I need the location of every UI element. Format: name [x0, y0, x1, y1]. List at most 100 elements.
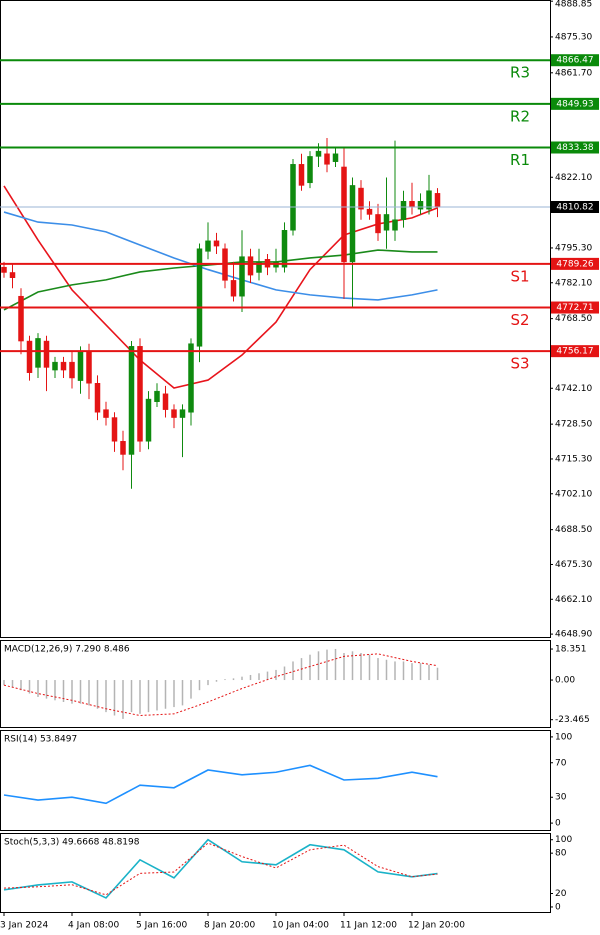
level-price-label: 4849.93: [556, 99, 593, 109]
y-tick-label: 4715.30: [555, 454, 592, 464]
indicator-line: [3, 842, 438, 896]
candle-body: [179, 409, 186, 418]
candle-body: [171, 409, 177, 418]
y-tick-label: -23.465: [555, 715, 590, 725]
candle-body: [162, 393, 169, 410]
candle-body: [383, 214, 390, 231]
y-tick-label: 100: [555, 732, 572, 742]
candle-body: [60, 361, 67, 371]
candle-body: [332, 153, 339, 162]
level-price-label: 4772.71: [556, 303, 593, 313]
y-tick-label: 4822.10: [555, 173, 592, 183]
candle-body: [18, 295, 24, 342]
indicator-line: [3, 838, 438, 899]
y-tick-label: 4648.90: [555, 630, 592, 640]
candle-body: [205, 240, 211, 252]
y-tick-label: 4662.10: [555, 595, 592, 605]
rsi-panel: [0, 730, 551, 831]
candle-body: [366, 208, 373, 215]
x-tick-label: 10 Jan 04:00: [272, 921, 329, 931]
level-box: [551, 301, 599, 314]
candle-body: [341, 166, 347, 263]
candle-body: [324, 153, 330, 165]
y-tick-label: 4861.70: [555, 68, 592, 78]
candle-body: [434, 193, 441, 208]
candle-body: [103, 409, 109, 418]
y-tick-label: 20: [555, 889, 567, 899]
macd-panel: [0, 640, 551, 728]
y-tick-label: 4688.50: [555, 525, 592, 535]
candle-body: [86, 351, 92, 384]
y-tick-label: 0: [555, 819, 561, 829]
level-name: R1: [510, 151, 530, 169]
level-price-label: 4833.38: [556, 143, 593, 153]
y-tick-label: 4782.10: [555, 278, 592, 288]
x-tick-label: 4 Jan 08:00: [68, 921, 120, 931]
panel-title: MACD(12,26,9) 7.290 8.486: [4, 645, 130, 655]
level-name: S1: [510, 267, 529, 285]
candle-body: [400, 201, 407, 220]
candle-body: [290, 164, 296, 231]
level-price-label: 4789.26: [556, 259, 593, 269]
level-box: [551, 97, 599, 110]
x-tick-label: 11 Jan 12:00: [340, 921, 397, 931]
indicator-line: [3, 764, 438, 805]
y-tick-label: 4768.50: [555, 314, 592, 324]
candle-body: [358, 187, 364, 210]
x-tick-label: 12 Jan 20:00: [408, 921, 465, 931]
y-tick-label: 4675.30: [555, 560, 592, 570]
candle-body: [9, 272, 16, 278]
level-box: [551, 201, 599, 214]
y-tick-label: 4795.30: [555, 243, 592, 253]
candle-body: [213, 240, 220, 247]
y-tick-label: 18.351: [555, 645, 587, 655]
y-tick-label: 0.00: [555, 676, 575, 686]
level-box: [551, 257, 599, 270]
candle-body: [111, 417, 118, 442]
signal-line: [3, 653, 438, 717]
y-tick-label: 100: [555, 835, 572, 845]
y-tick-label: 4875.30: [555, 32, 592, 42]
candle-body: [26, 340, 33, 373]
candle-body: [120, 441, 126, 455]
level-name: R2: [510, 107, 530, 125]
candle-body: [349, 185, 356, 263]
y-tick-label: 70: [555, 758, 567, 768]
level-name: S3: [510, 355, 529, 373]
x-tick-label: 5 Jan 16:00: [136, 921, 188, 931]
candle-body: [137, 346, 143, 442]
y-tick-label: 4728.50: [555, 420, 592, 430]
candle-body: [196, 248, 203, 347]
candle-body: [375, 214, 381, 234]
candle-body: [239, 256, 245, 297]
candle-body: [281, 230, 288, 268]
moving-average: [3, 185, 438, 389]
candle-body: [409, 201, 415, 207]
y-tick-label: 4888.85: [555, 0, 592, 10]
y-tick-label: 0: [555, 902, 561, 912]
candle-body: [307, 156, 313, 184]
candle-body: [230, 280, 237, 297]
x-tick-label: 3 Jan 2024: [0, 921, 48, 931]
candle-body: [43, 340, 50, 368]
candle-body: [392, 219, 398, 231]
panel-title: Stoch(5,3,3) 49.6668 48.8198: [4, 838, 140, 848]
candle-body: [77, 351, 84, 381]
level-name: R3: [510, 64, 530, 82]
candle-body: [188, 343, 194, 413]
candle-body: [247, 256, 254, 276]
level-box: [551, 141, 599, 154]
level-name: S2: [510, 311, 529, 329]
candle-body: [94, 383, 101, 413]
y-tick-label: 30: [555, 793, 567, 803]
candle-body: [69, 361, 75, 379]
candle-body: [426, 190, 432, 210]
level-box: [551, 345, 599, 358]
candle-body: [128, 346, 135, 455]
level-price-label: 4866.47: [556, 56, 593, 66]
y-tick-label: 80: [555, 849, 567, 859]
candle-body: [1, 266, 7, 273]
